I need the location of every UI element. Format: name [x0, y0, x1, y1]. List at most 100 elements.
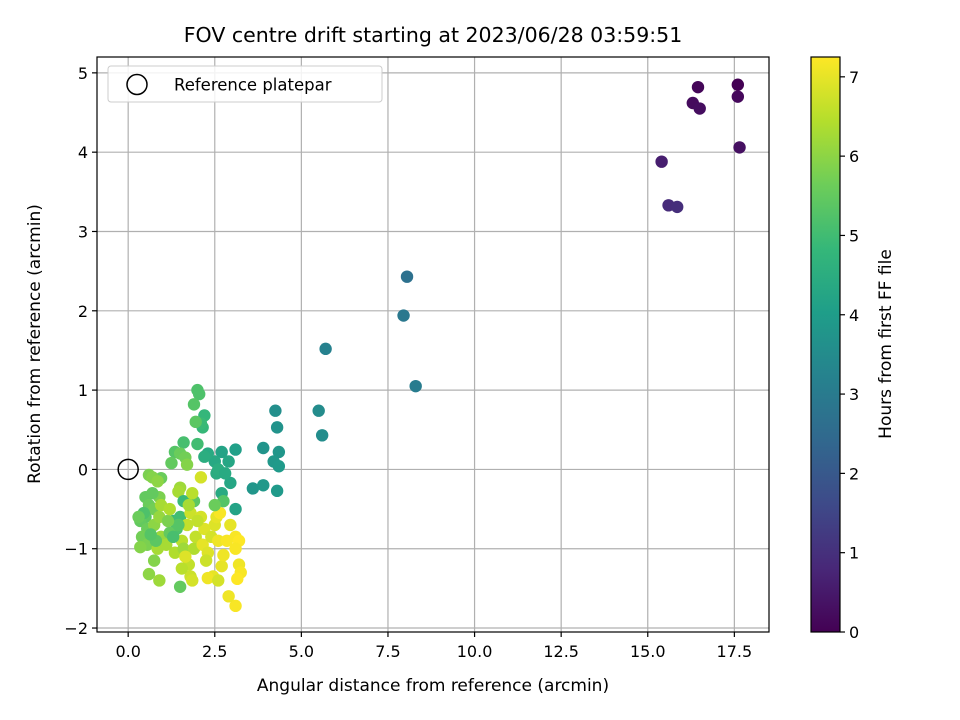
data-point [218, 467, 232, 480]
data-point [272, 445, 286, 459]
data-point [134, 540, 147, 554]
legend-reference-marker [126, 73, 148, 96]
colorbar-tick-label: 6 [849, 147, 859, 166]
y-axis-label: Rotation from reference (arcmin) [25, 204, 45, 484]
data-point [177, 436, 190, 449]
data-point [187, 398, 201, 411]
x-tick-label: 0.0 [115, 642, 140, 661]
x-axis-label: Angular distance from reference (arcmin) [257, 676, 609, 696]
data-point [132, 510, 145, 524]
data-point [194, 471, 208, 484]
y-tick-label: −1 [64, 540, 88, 559]
x-tick-label: 7.5 [375, 642, 400, 661]
data-point [733, 141, 746, 154]
data-point [146, 487, 159, 500]
data-point [167, 530, 180, 544]
data-point [192, 387, 206, 401]
data-point [222, 590, 235, 603]
colorbar-tick-label: 3 [849, 385, 859, 404]
data-point [224, 518, 237, 532]
y-tick-label: 3 [78, 222, 88, 241]
data-point [409, 379, 422, 393]
data-point [272, 460, 286, 473]
plot-frame [96, 56, 770, 633]
data-point [208, 498, 221, 512]
data-point [231, 572, 244, 586]
colorbar-tick-label: 5 [849, 226, 859, 245]
colorbar-tick-label: 0 [849, 623, 859, 642]
data-point [212, 534, 225, 547]
x-tick-label: 10.0 [457, 642, 493, 661]
data-point [224, 476, 237, 490]
data-point [163, 502, 176, 516]
colorbar: 0 1 2 3 4 5 6 7 Hours from first FF file [810, 56, 896, 642]
x-tick-label: 2.5 [202, 642, 227, 661]
data-point [215, 445, 228, 459]
x-tick-label: 12.5 [543, 642, 579, 661]
colorbar-gradient [811, 57, 840, 632]
data-point [731, 90, 745, 103]
data-point [201, 571, 215, 585]
y-tick-label: 2 [78, 302, 88, 321]
data-point [172, 518, 185, 532]
colorbar-tick-label: 4 [849, 306, 859, 325]
y-tick-label: −2 [64, 619, 88, 638]
data-points [117, 78, 746, 613]
colorbar-frame [810, 56, 841, 633]
x-axis-ticks: 0.0 2.5 5.0 7.5 10.0 12.5 15.0 17.5 [115, 632, 752, 661]
data-point [270, 484, 284, 498]
data-point [315, 429, 329, 442]
data-point [397, 309, 410, 322]
data-point [731, 78, 745, 91]
legend-entry-reference: Reference platepar [174, 76, 332, 95]
x-tick-label: 17.5 [717, 642, 753, 661]
data-point [186, 574, 199, 587]
colorbar-tick-label: 1 [849, 544, 859, 563]
data-point [655, 155, 668, 168]
chart-title: FOV centre drift starting at 2023/06/28 … [184, 23, 683, 47]
data-point [179, 550, 192, 563]
data-point [153, 574, 166, 587]
data-point [180, 518, 194, 532]
colorbar-label: Hours from first FF file [876, 249, 896, 439]
y-tick-label: 0 [78, 460, 88, 479]
data-point [671, 200, 684, 214]
data-point [257, 479, 270, 492]
legend: Reference platepar [107, 65, 383, 103]
grid-lines [97, 57, 769, 632]
data-point [161, 514, 175, 528]
data-point [151, 475, 164, 488]
data-point [180, 458, 194, 471]
y-tick-label: 5 [78, 64, 88, 83]
data-point [144, 528, 157, 541]
x-tick-label: 5.0 [289, 642, 314, 661]
data-point [142, 567, 156, 581]
data-point [175, 562, 189, 575]
colorbar-ticks: 0 1 2 3 4 5 6 7 [840, 68, 859, 642]
data-point [189, 415, 202, 429]
data-point [229, 542, 242, 555]
data-point [212, 574, 225, 587]
data-point [246, 482, 260, 495]
data-point [400, 270, 414, 283]
data-point [229, 599, 242, 613]
data-point [165, 456, 178, 470]
data-point [172, 485, 185, 498]
legend-box [107, 65, 383, 103]
data-point [215, 559, 228, 573]
data-point [693, 102, 706, 115]
data-point [270, 421, 284, 434]
data-point [319, 342, 332, 356]
y-tick-label: 4 [78, 143, 88, 162]
data-point [229, 443, 242, 456]
data-point [173, 580, 187, 593]
colorbar-tick-label: 2 [849, 464, 859, 483]
y-axis-ticks: −2 −1 0 1 2 3 4 5 [64, 64, 97, 638]
x-tick-label: 15.0 [630, 642, 666, 661]
data-point [217, 548, 230, 562]
data-point [222, 455, 235, 468]
data-point [198, 450, 211, 463]
data-point [191, 514, 204, 528]
